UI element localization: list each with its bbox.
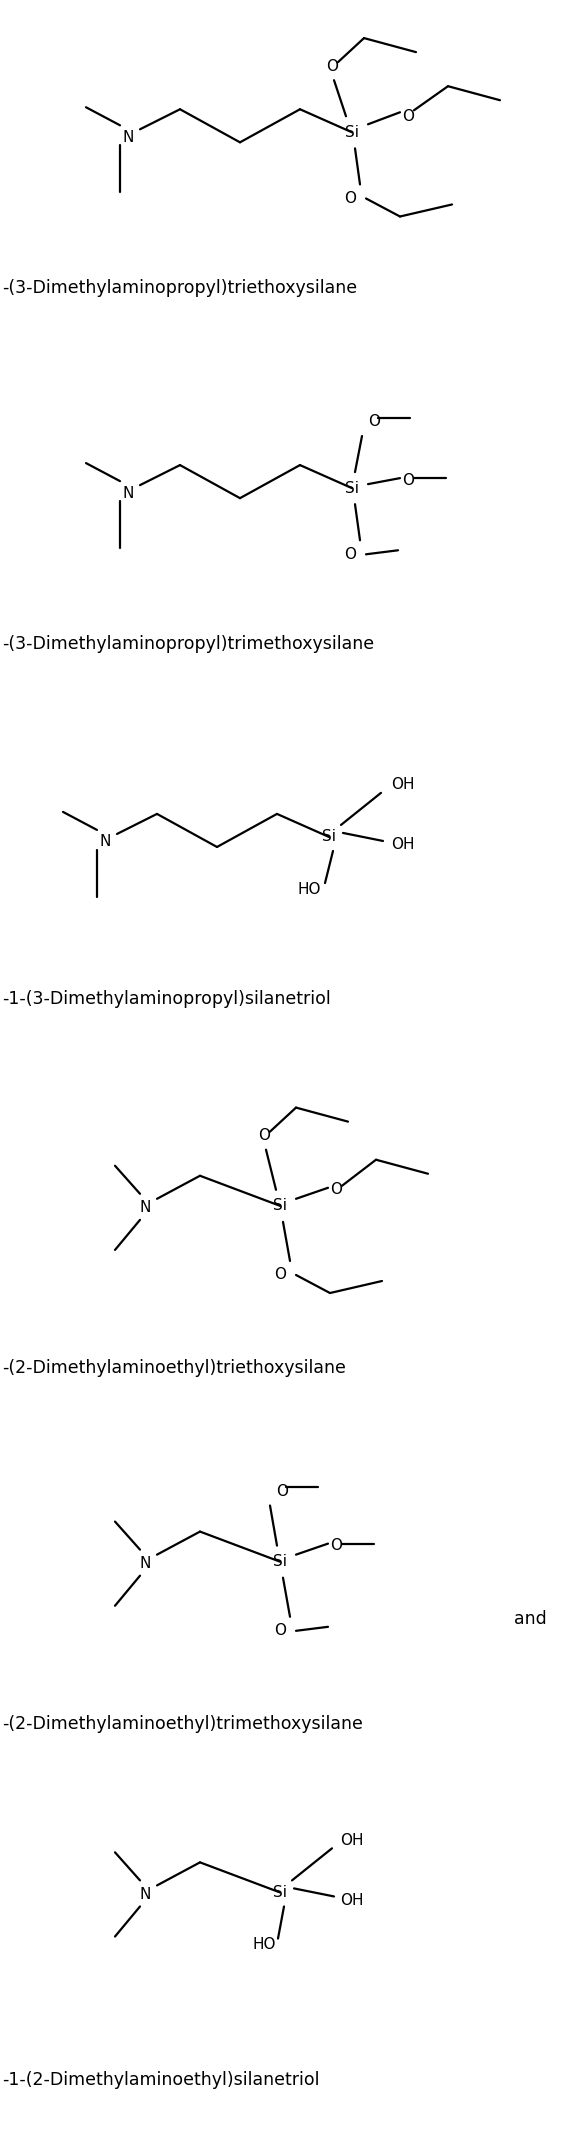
Text: O: O xyxy=(274,1268,286,1283)
Text: HO: HO xyxy=(252,1936,276,1951)
Text: HO: HO xyxy=(297,882,321,897)
Text: -(2-Dimethylaminoethyl)triethoxysilane: -(2-Dimethylaminoethyl)triethoxysilane xyxy=(2,1360,346,1377)
Text: N: N xyxy=(139,1556,151,1571)
Text: Si: Si xyxy=(322,831,336,845)
Text: N: N xyxy=(139,1200,151,1215)
Text: Si: Si xyxy=(273,1554,287,1569)
Text: -(3-Dimethylaminopropyl)trimethoxysilane: -(3-Dimethylaminopropyl)trimethoxysilane xyxy=(2,634,374,653)
Text: Si: Si xyxy=(345,124,359,139)
Text: O: O xyxy=(276,1484,288,1499)
Text: O: O xyxy=(368,414,380,429)
Text: N: N xyxy=(122,485,134,500)
Text: N: N xyxy=(99,835,111,850)
Text: OH: OH xyxy=(340,1832,363,1847)
Text: Si: Si xyxy=(345,480,359,495)
Text: Si: Si xyxy=(273,1198,287,1213)
Text: N: N xyxy=(139,1887,151,1902)
Text: O: O xyxy=(330,1537,342,1552)
Text: O: O xyxy=(344,547,356,562)
Text: O: O xyxy=(402,472,414,487)
Text: and: and xyxy=(514,1610,547,1627)
Text: -(2-Dimethylaminoethyl)trimethoxysilane: -(2-Dimethylaminoethyl)trimethoxysilane xyxy=(2,1714,363,1734)
Text: -(3-Dimethylaminopropyl)triethoxysilane: -(3-Dimethylaminopropyl)triethoxysilane xyxy=(2,280,357,297)
Text: -1-(3-Dimethylaminopropyl)silanetriol: -1-(3-Dimethylaminopropyl)silanetriol xyxy=(2,991,331,1008)
Text: OH: OH xyxy=(391,777,415,792)
Text: Si: Si xyxy=(273,1885,287,1900)
Text: O: O xyxy=(330,1183,342,1198)
Text: -1-(2-Dimethylaminoethyl)silanetriol: -1-(2-Dimethylaminoethyl)silanetriol xyxy=(2,2071,320,2088)
Text: N: N xyxy=(122,130,134,145)
Text: OH: OH xyxy=(340,1894,363,1909)
Text: OH: OH xyxy=(391,837,415,852)
Text: O: O xyxy=(258,1127,270,1142)
Text: O: O xyxy=(326,58,338,73)
Text: O: O xyxy=(402,109,414,124)
Text: O: O xyxy=(274,1623,286,1638)
Text: O: O xyxy=(344,190,356,205)
